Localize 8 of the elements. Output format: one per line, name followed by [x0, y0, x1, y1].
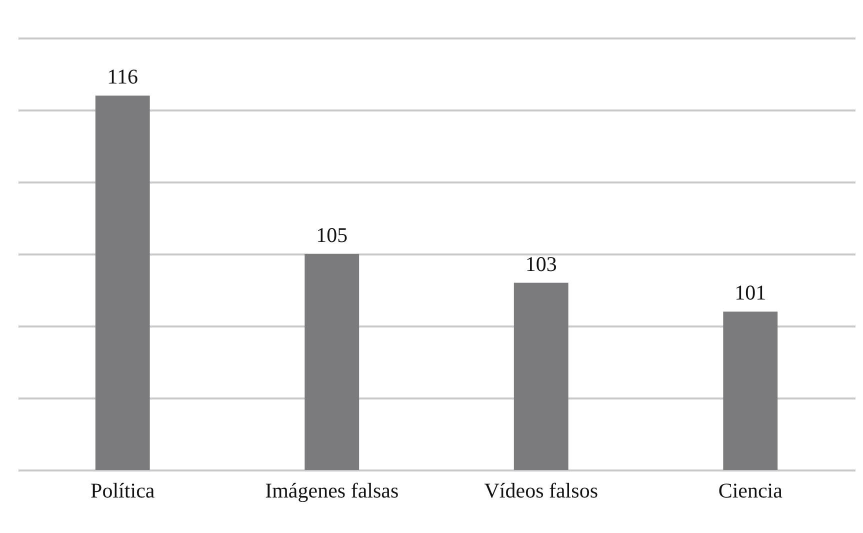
data-label: 116 — [107, 64, 138, 89]
x-tick-label: Ciencia — [718, 478, 784, 502]
data-label: 105 — [316, 223, 348, 247]
data-label: 103 — [525, 252, 557, 276]
x-tick-label: Vídeos falsos — [484, 478, 598, 502]
data-label: 101 — [734, 280, 766, 305]
x-tick-label: Imágenes falsas — [265, 478, 399, 502]
x-tick-label: Política — [90, 478, 156, 502]
